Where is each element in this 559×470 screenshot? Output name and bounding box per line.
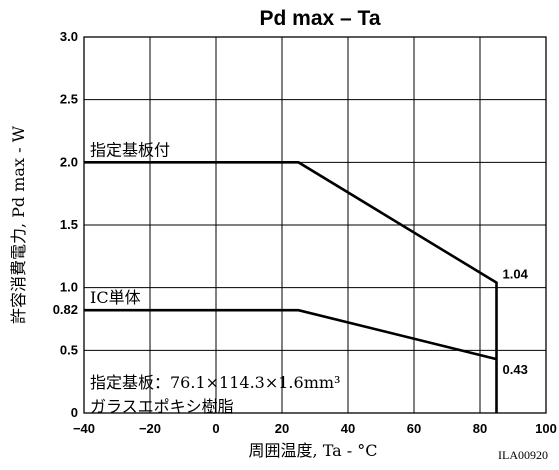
x-tick-label: −40 <box>73 421 95 436</box>
figure-code: ILA00920 <box>498 448 548 462</box>
y-tick-label: 3.0 <box>60 29 78 44</box>
x-tick-label: −20 <box>139 421 161 436</box>
x-tick-label: 80 <box>473 421 487 436</box>
end-value-label: 0.43 <box>503 362 528 377</box>
series-labels: 指定基板付 1.04 IC単体 0.43 <box>90 140 529 377</box>
series-lines <box>84 161 498 413</box>
y-tick-label: 0 <box>71 405 78 420</box>
x-tick-label: 100 <box>535 421 557 436</box>
y-tick-label: 2.5 <box>60 92 78 107</box>
end-value-label: 1.04 <box>503 267 529 282</box>
annotation-material: ガラスエポキシ樹脂 <box>90 397 234 416</box>
y-tick-label: 0.5 <box>60 342 78 357</box>
x-tick-label: 60 <box>407 421 421 436</box>
grid <box>83 36 547 414</box>
x-axis-label: 周囲温度, Ta - °C <box>249 441 378 460</box>
series-name-label: IC単体 <box>90 288 141 307</box>
y-tick-label: 1.0 <box>60 280 78 295</box>
x-tick-labels: −40 −20 0 20 40 60 80 100 <box>73 421 557 436</box>
y-tick-labels: 0 0.5 1.0 1.5 2.0 2.5 3.0 0.82 <box>53 29 91 420</box>
annotation-substrate: 指定基板：76.1×114.3×1.6mm³ <box>90 373 340 392</box>
chart-title: Pd max – Ta <box>260 7 381 30</box>
y-tick-label: 0.82 <box>53 302 78 317</box>
plot-frame <box>83 36 547 414</box>
y-tick-label: 2.0 <box>60 154 78 169</box>
y-axis-label: 許容消費電力, Pd max - W <box>9 125 28 324</box>
x-tick-label: 40 <box>341 421 355 436</box>
x-tick-label: 0 <box>212 421 219 436</box>
series-line <box>84 161 498 413</box>
series-name-label: 指定基板付 <box>90 140 170 159</box>
x-tick-label: 20 <box>275 421 289 436</box>
series-line <box>84 308 497 361</box>
y-tick-label: 1.5 <box>60 217 78 232</box>
